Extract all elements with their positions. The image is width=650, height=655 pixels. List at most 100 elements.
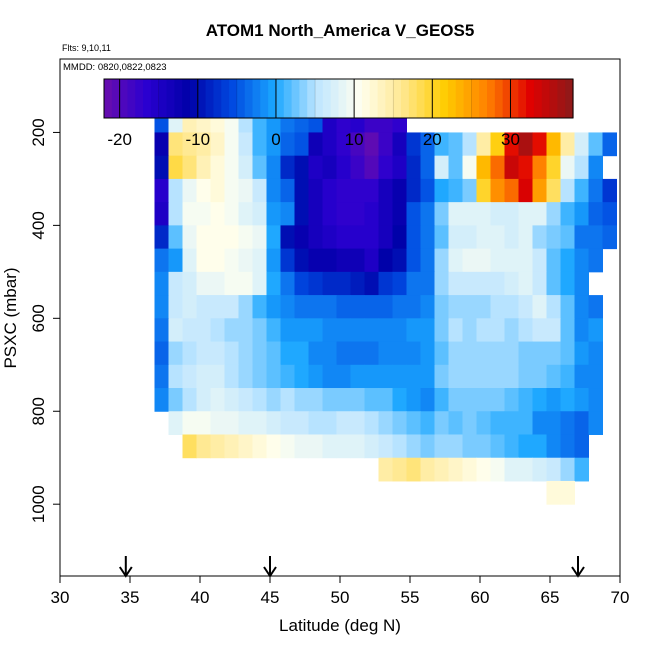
x-tick-label: 50	[331, 588, 350, 607]
heatmap-cell	[154, 178, 169, 203]
heatmap-cell	[308, 225, 323, 250]
heatmap-cell	[182, 225, 197, 250]
heatmap-cell	[196, 318, 211, 343]
heatmap-cell	[336, 318, 351, 343]
heatmap-cell	[280, 364, 295, 389]
heatmap-cell	[210, 364, 225, 389]
heatmap-cell	[462, 364, 477, 389]
heatmap-cell	[238, 318, 253, 343]
colorbar-swatch	[213, 79, 222, 118]
heatmap-cell	[238, 225, 253, 250]
heatmap-cell	[308, 318, 323, 343]
heatmap-cell	[532, 202, 547, 226]
heatmap-cell	[322, 202, 337, 226]
heatmap-cell	[574, 132, 589, 157]
heatmap-cell	[378, 364, 393, 389]
heatmap-cell	[224, 202, 239, 226]
heatmap-cell	[462, 248, 477, 273]
heatmap-cell	[196, 295, 211, 319]
heatmap-cell	[280, 178, 295, 203]
heatmap-cell	[574, 457, 589, 482]
colorbar-swatch	[158, 79, 168, 118]
x-tick-label: 60	[471, 588, 490, 607]
heatmap-cell	[154, 388, 169, 412]
heatmap-cell	[154, 225, 169, 250]
heatmap-cell	[238, 411, 253, 435]
x-tick-label: 40	[191, 588, 210, 607]
heatmap-cell	[406, 341, 421, 366]
heatmap-cell	[504, 132, 519, 157]
heatmap-cell	[406, 457, 421, 482]
heatmap-cell	[350, 411, 365, 435]
colorbar-swatch	[533, 79, 543, 118]
y-tick-label: 800	[29, 397, 48, 425]
heatmap-cell	[476, 271, 491, 296]
colorbar: -20 -10 0 10 20 30	[103, 78, 574, 149]
x-tick-label: 35	[121, 588, 140, 607]
heatmap-cells	[154, 109, 617, 505]
heatmap-cell	[476, 178, 491, 203]
heatmap-cell	[546, 388, 561, 412]
heatmap-cell	[378, 295, 393, 319]
heatmap-cell	[378, 202, 393, 226]
heatmap-cell	[448, 295, 463, 319]
heatmap-cell	[546, 457, 561, 482]
heatmap-cell	[252, 155, 267, 180]
colorbar-swatch	[455, 79, 465, 118]
heatmap-cell	[560, 388, 575, 412]
heatmap-cell	[378, 388, 393, 412]
colorbar-swatch	[275, 79, 285, 118]
heatmap-cell	[532, 457, 547, 482]
colorbar-swatch	[408, 79, 418, 118]
heatmap-cell	[406, 388, 421, 412]
heatmap-cell	[336, 132, 351, 157]
heatmap-cell	[588, 225, 603, 250]
heatmap-cell	[532, 388, 547, 412]
colorbar-swatch	[463, 79, 472, 118]
heatmap-cell	[420, 341, 435, 366]
heatmap-cell	[182, 178, 197, 203]
heatmap-cell	[560, 295, 575, 319]
heatmap-cell	[462, 271, 477, 296]
heatmap-cell	[168, 155, 183, 180]
colorbar-swatch	[510, 79, 519, 118]
heatmap-cell	[476, 155, 491, 180]
heatmap-cell	[420, 178, 435, 203]
heatmap-cell	[308, 132, 323, 157]
heatmap-cell	[420, 155, 435, 180]
heatmap-cell	[350, 202, 365, 226]
heatmap-cell	[196, 248, 211, 273]
heatmap-cell	[420, 202, 435, 226]
heatmap-cell	[518, 225, 533, 250]
heatmap-cell	[210, 202, 225, 226]
heatmap-cell	[434, 178, 449, 203]
heatmap-cell	[392, 132, 407, 157]
heatmap-cell	[518, 364, 533, 389]
heatmap-cell	[350, 364, 365, 389]
colorbar-swatch	[526, 79, 535, 118]
heatmap-cell	[364, 364, 379, 389]
heatmap-cell	[476, 248, 491, 273]
colorbar-swatch	[252, 79, 261, 118]
heatmap-cell	[266, 225, 281, 250]
heatmap-cell	[238, 364, 253, 389]
heatmap-cell	[574, 364, 589, 389]
heatmap-cell	[392, 318, 407, 343]
heatmap-cell	[252, 178, 267, 203]
heatmap-cell	[350, 225, 365, 250]
heatmap-cell	[448, 318, 463, 343]
heatmap-cell	[546, 434, 561, 459]
heatmap-cell	[364, 318, 379, 343]
heatmap-cell	[406, 155, 421, 180]
heatmap-cell	[280, 155, 295, 180]
heatmap-cell	[462, 178, 477, 203]
heatmap-cell	[476, 341, 491, 366]
heatmap-cell	[252, 248, 267, 273]
heatmap-cell	[574, 202, 589, 226]
heatmap-cell	[322, 132, 337, 157]
heatmap-cell	[350, 155, 365, 180]
heatmap-cell	[224, 411, 239, 435]
heatmap-cell	[448, 271, 463, 296]
heatmap-cell	[280, 132, 295, 157]
